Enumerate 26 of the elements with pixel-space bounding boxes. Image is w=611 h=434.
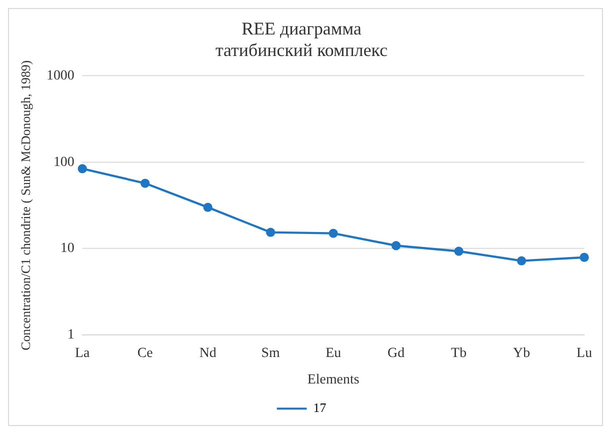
point — [580, 252, 589, 262]
point — [78, 164, 87, 174]
point — [140, 178, 150, 188]
x-tick-label: Nd — [199, 346, 216, 361]
point — [203, 202, 212, 212]
x-tick-label: Yb — [513, 346, 530, 361]
x-tick-label: La — [74, 346, 90, 361]
point — [391, 241, 401, 250]
y-tick-label: 1000 — [46, 68, 74, 84]
point — [454, 246, 464, 256]
y-axis-title: Concentration/C1 chondrite ( Sun& McDonough, 1989) — [18, 60, 34, 350]
x-tick-label: Eu — [326, 346, 342, 361]
y-tick-label: 1 — [67, 327, 74, 342]
x-tick-label: Gd — [388, 346, 405, 361]
legend-label: 17 — [313, 400, 327, 415]
x-tick-label: Sm — [261, 346, 280, 361]
x-tick-label: Ce — [137, 346, 153, 361]
chart-title: REE диаграмма татибинский комплекс — [216, 18, 388, 60]
x-axis-title: Elements — [307, 372, 360, 388]
x-tick-label: Tb — [451, 346, 467, 361]
x-tick-label: Lu — [576, 346, 592, 361]
point — [266, 228, 276, 237]
y-tick-label: 10 — [60, 241, 74, 256]
y-tick-label: 100 — [53, 154, 74, 170]
point — [516, 256, 526, 266]
point — [328, 228, 338, 238]
